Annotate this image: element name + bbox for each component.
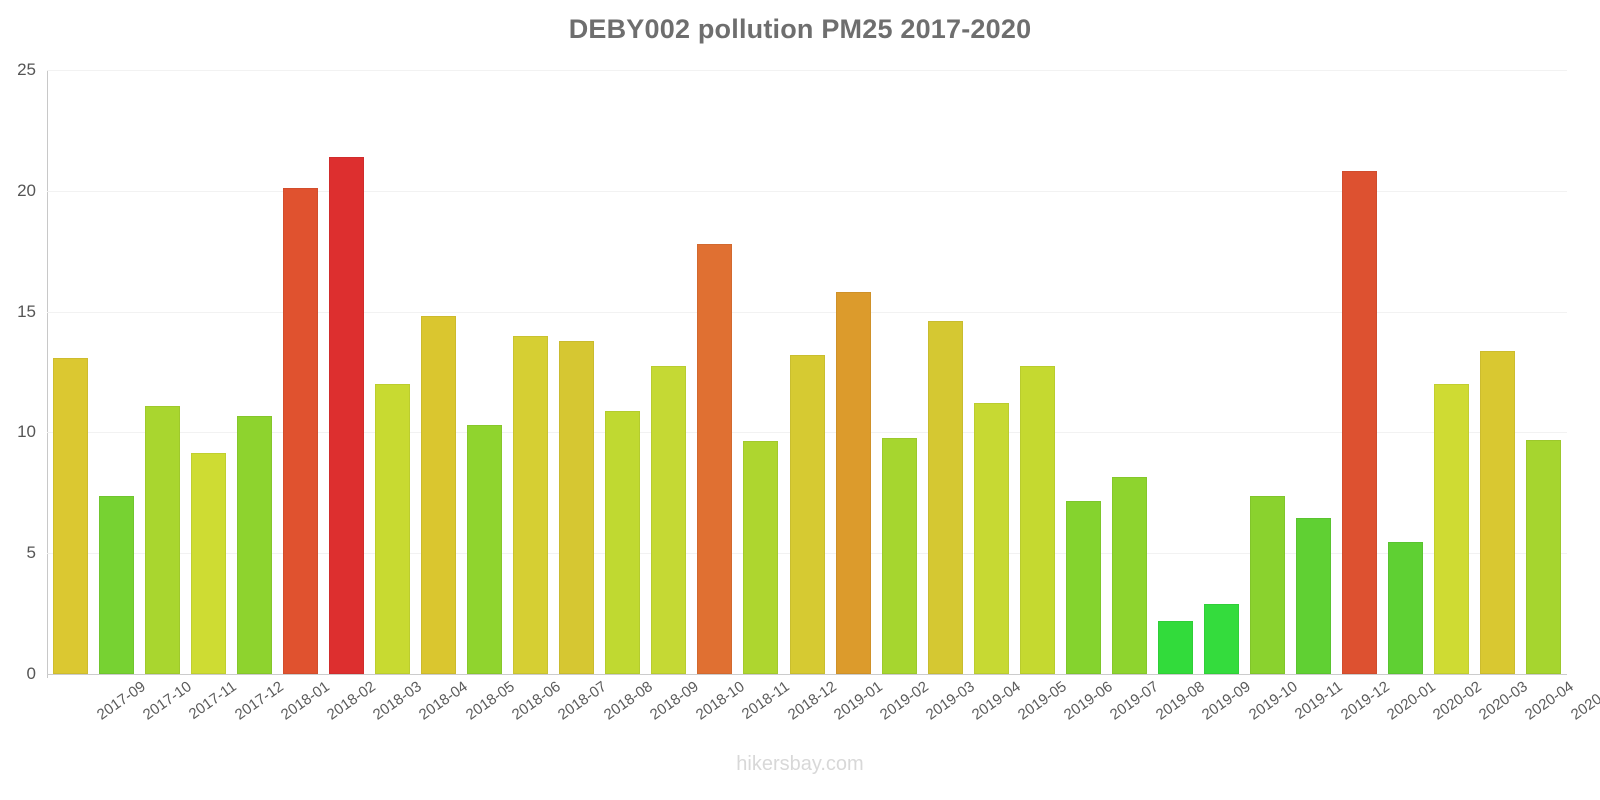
bar[interactable]: [328, 156, 364, 674]
bar[interactable]: [973, 403, 1009, 674]
bar[interactable]: [1342, 171, 1378, 674]
x-axis-tick-label: 2018-11: [738, 678, 793, 723]
bar[interactable]: [1526, 439, 1562, 674]
bar[interactable]: [1204, 603, 1240, 674]
bar[interactable]: [835, 292, 871, 674]
bar[interactable]: [374, 384, 410, 674]
x-axis-tick-label: 2017-11: [185, 678, 240, 723]
gridline: [47, 190, 1567, 192]
bar[interactable]: [144, 405, 180, 674]
bar[interactable]: [605, 410, 641, 674]
bar[interactable]: [559, 340, 595, 674]
gridline: [47, 674, 1567, 675]
x-axis-tick-label: 2020-04: [1521, 678, 1577, 724]
x-axis-tick-label: 2018-03: [370, 678, 426, 724]
bar[interactable]: [190, 452, 226, 674]
x-axis-tick-label: 2018-04: [416, 678, 472, 724]
x-axis-tick-label: 2018-07: [554, 678, 610, 724]
bar[interactable]: [421, 316, 456, 674]
bar[interactable]: [743, 440, 779, 674]
x-axis-tick-label: 2019-05: [1015, 678, 1071, 724]
x-axis-tick-label: 2017-10: [140, 678, 195, 724]
bar[interactable]: [52, 357, 88, 674]
x-axis-tick-label: 2017-09: [93, 678, 149, 724]
bar[interactable]: [881, 438, 917, 674]
x-axis-tick-label: 2019-12: [1337, 678, 1393, 724]
x-axis-tick-label: 2018-02: [324, 678, 380, 724]
x-axis-tick-label: 2019-10: [1245, 678, 1301, 724]
x-axis-tick-label: 2018-09: [646, 678, 702, 724]
bar-series: [47, 70, 1567, 674]
gridline: [47, 311, 1567, 313]
x-axis-tick-label: 2018-08: [600, 678, 656, 724]
y-axis-tick-label: 5: [26, 543, 36, 563]
bar[interactable]: [651, 365, 687, 674]
x-axis-tick-label: 2018-10: [692, 678, 748, 724]
x-axis-tick-label: 2019-02: [877, 678, 932, 724]
bar[interactable]: [236, 415, 272, 674]
bar[interactable]: [467, 425, 503, 674]
x-axis-tick-label: 2019-03: [923, 678, 978, 724]
x-axis-tick-label: 2019-09: [1199, 678, 1255, 724]
x-axis-tick-label: 2019-07: [1107, 678, 1163, 724]
x-axis-tick-label: 2020-02: [1429, 678, 1485, 724]
y-axis-tick-label: 0: [26, 664, 36, 683]
x-axis-tick-label: 2019-04: [969, 678, 1024, 724]
bar[interactable]: [697, 243, 733, 674]
x-axis-tick-label: 2020-03: [1475, 678, 1531, 724]
y-axis-tick-labels: 0 5 10 15 20 25: [0, 60, 38, 683]
bar[interactable]: [1111, 477, 1147, 674]
bar[interactable]: [98, 496, 134, 674]
bar[interactable]: [1296, 518, 1332, 674]
y-axis-tick-label: 15: [17, 301, 36, 321]
x-axis-tick-label: 2019-01: [830, 678, 886, 724]
bar[interactable]: [1250, 496, 1286, 674]
x-axis-tick-label: 2018-06: [508, 678, 564, 724]
x-axis-tick-label: 2017-12: [232, 678, 288, 724]
bar[interactable]: [1019, 365, 1055, 674]
x-axis-tick-label: 2019-06: [1061, 678, 1117, 724]
bar[interactable]: [1388, 542, 1424, 674]
x-axis-tick-label: 2019-08: [1153, 678, 1209, 724]
footer-watermark: hikersbay.com: [736, 753, 864, 775]
x-axis-tick-label: 2018-01: [278, 678, 334, 724]
x-axis-tick-label: 2018-05: [462, 678, 518, 724]
x-axis-tick-label: 2020-05: [1567, 678, 1600, 724]
bar[interactable]: [789, 355, 825, 674]
x-axis-tick-label: 2019-11: [1291, 678, 1346, 723]
y-axis-tick-label: 10: [17, 422, 36, 442]
y-axis-line: [47, 70, 48, 678]
x-axis-tick-label: 2018-12: [784, 678, 840, 724]
x-axis-tick-label: 2020-01: [1383, 678, 1439, 724]
chart-title: DEBY002 pollution PM25 2017-2020: [568, 14, 1032, 44]
bar[interactable]: [1480, 351, 1516, 674]
bar[interactable]: [1065, 501, 1101, 674]
bar[interactable]: [282, 188, 318, 674]
gridline: [47, 70, 1567, 71]
bar[interactable]: [1157, 620, 1193, 674]
plot-area: [47, 70, 1567, 675]
bar[interactable]: [513, 335, 549, 674]
y-axis-tick-label: 25: [17, 60, 36, 79]
bar[interactable]: [1434, 384, 1470, 674]
y-axis-tick-label: 20: [17, 180, 36, 200]
bar[interactable]: [927, 321, 963, 674]
